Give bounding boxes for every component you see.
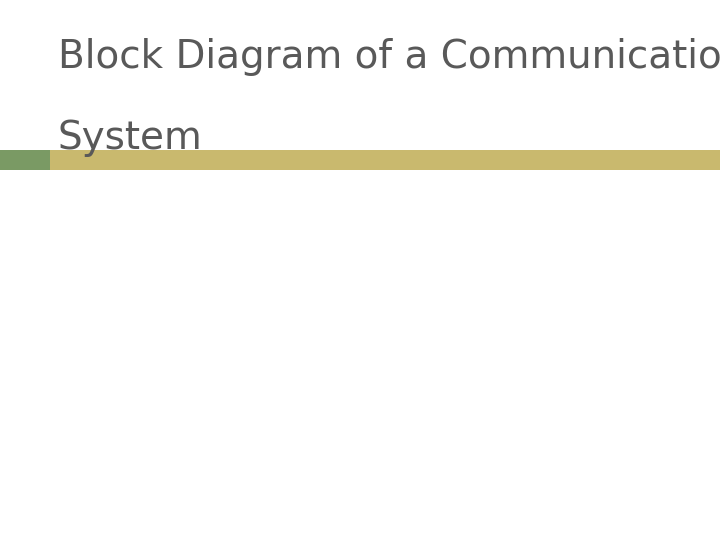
Bar bbox=[50, 150, 720, 170]
Text: Block Diagram of a Communication: Block Diagram of a Communication bbox=[58, 38, 720, 76]
Text: System: System bbox=[58, 119, 202, 157]
Bar bbox=[0, 150, 50, 170]
